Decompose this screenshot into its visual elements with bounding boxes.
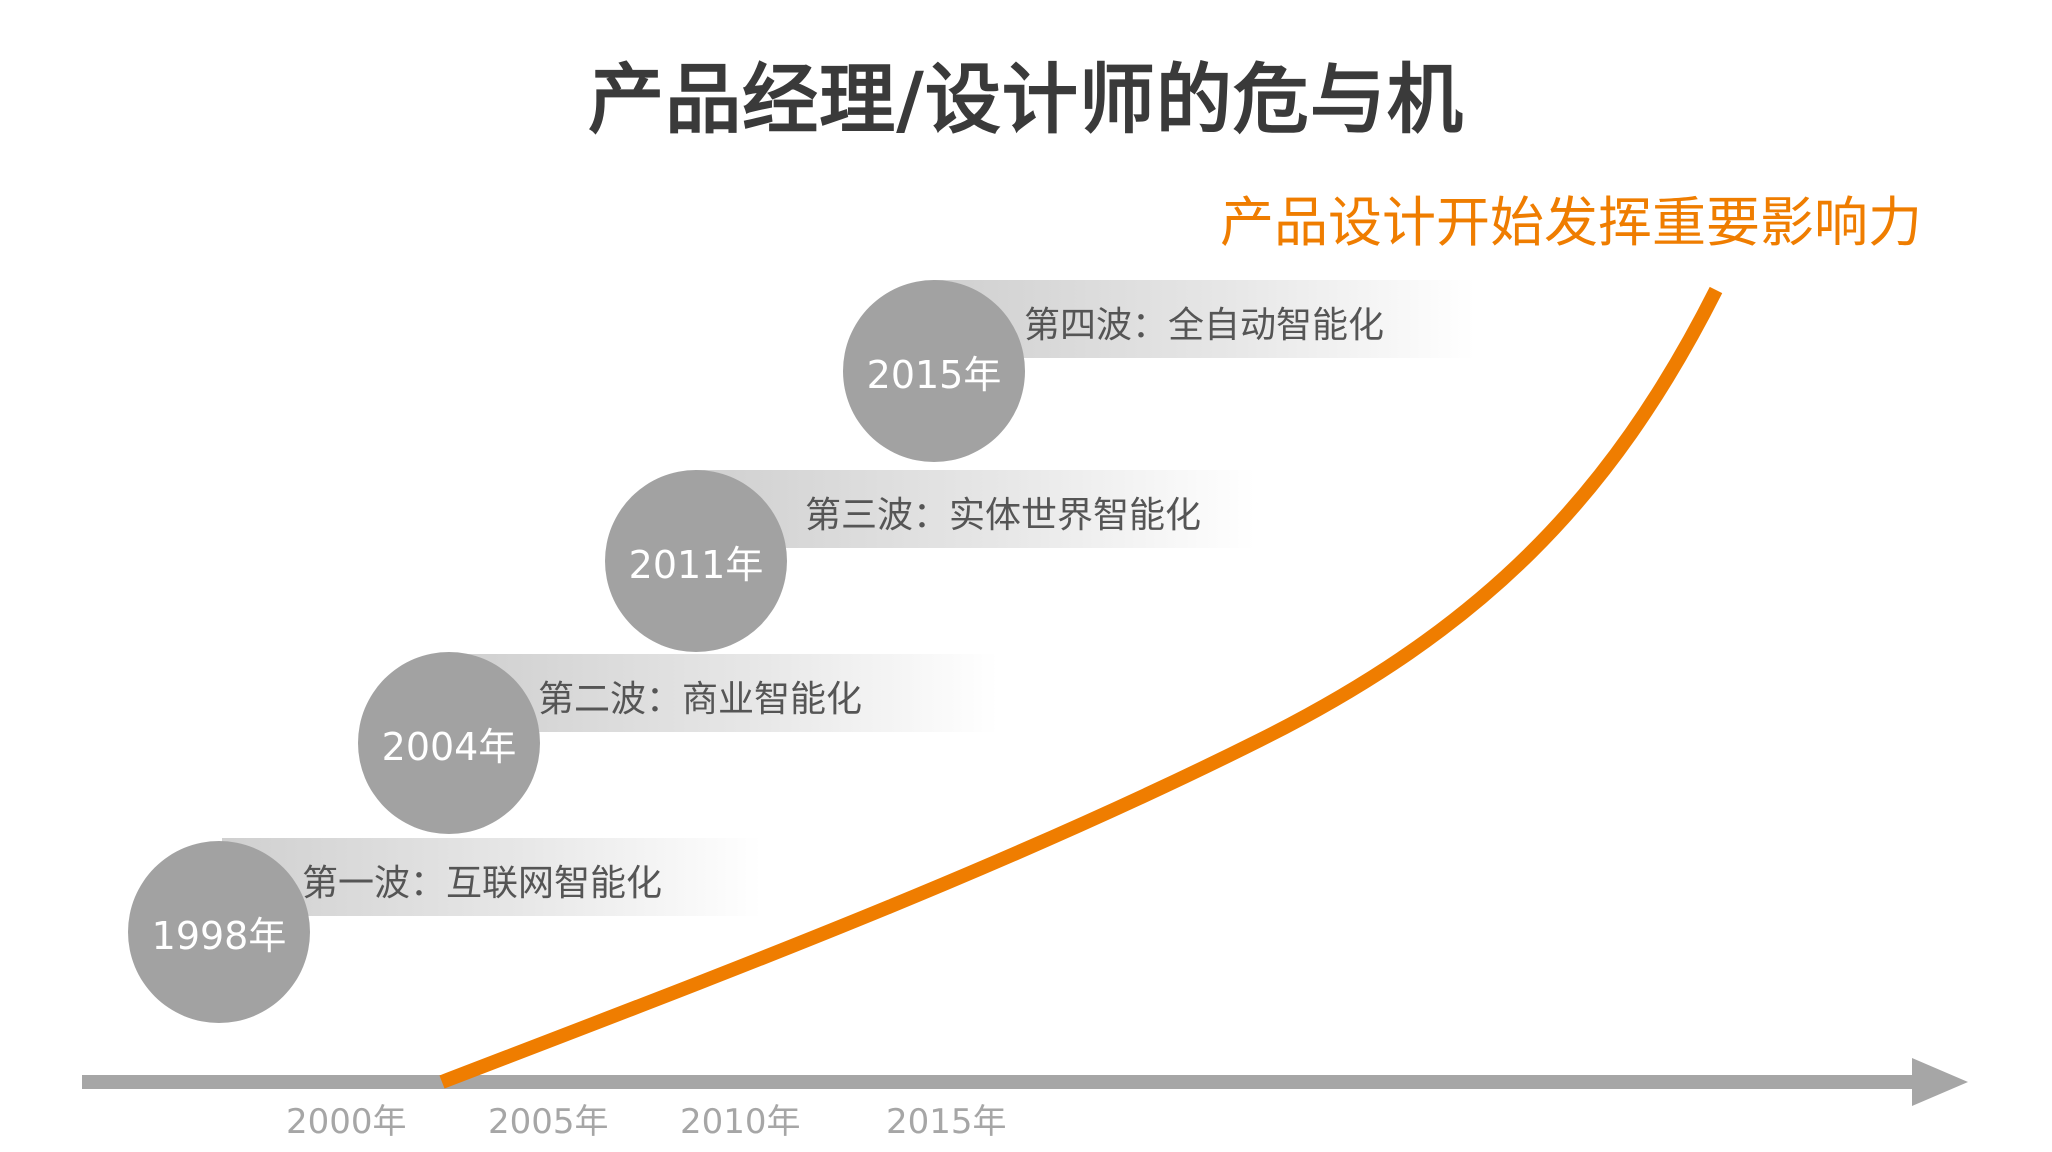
axis-tick-label: 2015年	[886, 1102, 1007, 1142]
wave-label-2: 第二波：商业智能化	[538, 679, 863, 720]
wave-band-4	[935, 280, 1475, 358]
axis-tick-label: 2000年	[286, 1102, 407, 1142]
axis-tick-label: 2010年	[680, 1102, 801, 1142]
timeline-arrow-icon	[1912, 1058, 1968, 1106]
wave-year-circle-3: 2011年	[605, 470, 787, 652]
growth-highlight-label: 产品设计开始发挥重要影响力	[1220, 191, 1922, 254]
page-title: 产品经理/设计师的危与机	[588, 55, 1464, 144]
wave-label-3: 第三波：实体世界智能化	[805, 495, 1202, 536]
growth-curve	[439, 286, 1723, 1089]
wave-band-2	[458, 654, 998, 732]
wave-label-1: 第一波：互联网智能化	[302, 863, 663, 904]
wave-band-1	[222, 838, 762, 916]
wave-year-circle-2: 2004年	[358, 652, 540, 834]
wave-label-4: 第四波：全自动智能化	[1024, 305, 1385, 346]
wave-year-circle-1: 1998年	[128, 841, 310, 1023]
wave-year-circle-4: 2015年	[843, 280, 1025, 462]
axis-tick-label: 2005年	[488, 1102, 609, 1142]
wave-band-3	[695, 470, 1255, 548]
